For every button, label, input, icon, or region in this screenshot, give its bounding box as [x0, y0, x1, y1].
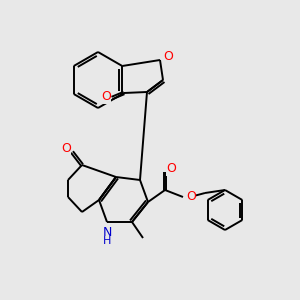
- Text: N: N: [102, 226, 112, 238]
- Text: O: O: [61, 142, 71, 155]
- Text: O: O: [101, 91, 111, 103]
- Text: H: H: [103, 236, 111, 246]
- Text: O: O: [186, 190, 196, 202]
- Text: O: O: [166, 163, 176, 176]
- Text: O: O: [163, 50, 173, 64]
